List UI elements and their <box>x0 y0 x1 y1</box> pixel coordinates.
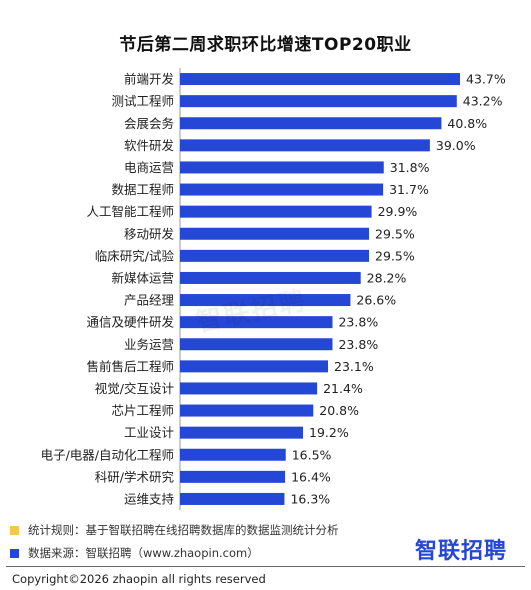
value-label: 16.4% <box>291 469 331 484</box>
bar <box>180 117 442 130</box>
bar <box>180 360 329 373</box>
bar <box>180 294 351 307</box>
note-source: 数据来源：智联招聘（www.zhaopin.com） <box>10 545 259 561</box>
zhaopin-logo: 智联招聘 <box>415 539 508 564</box>
value-label: 20.8% <box>319 403 359 418</box>
category-label: 视觉/交互设计 <box>95 381 174 396</box>
category-label: 移动研发 <box>124 226 175 241</box>
value-label: 31.8% <box>390 160 430 175</box>
note-source-text: 数据来源：智联招聘（www.zhaopin.com） <box>28 546 259 560</box>
category-label: 产品经理 <box>124 293 175 308</box>
category-label: 人工智能工程师 <box>86 204 174 219</box>
bar <box>180 426 304 439</box>
value-label: 40.8% <box>447 116 487 131</box>
category-label: 科研/学术研究 <box>95 469 175 484</box>
category-label: 新媒体运营 <box>111 270 174 285</box>
bar <box>180 205 372 218</box>
category-label: 售前售后工程师 <box>86 359 174 374</box>
value-label: 43.2% <box>463 94 503 109</box>
footer-divider <box>6 566 525 567</box>
value-label: 23.1% <box>334 359 374 374</box>
bar-chart: 前端开发 43.7% 测试工程师 43.2% 会展会务 40.8% 软件研发 39.0% 电商运… <box>41 68 506 510</box>
bar <box>180 316 333 329</box>
note-rule: 统计规则：基于智联招聘在线招聘数据库的数据监测统计分析 <box>10 522 339 538</box>
value-label: 29.9% <box>378 204 418 219</box>
value-label: 16.3% <box>290 491 330 506</box>
value-label: 26.6% <box>356 293 396 308</box>
category-label: 电子/电器/自动化工程师 <box>41 447 174 462</box>
category-label: 会展会务 <box>124 116 174 131</box>
category-label: 运维支持 <box>124 491 174 506</box>
chart-title: 节后第二周求职环比增速TOP20职业 <box>119 35 412 55</box>
value-label: 23.8% <box>338 315 378 330</box>
value-label: 29.5% <box>375 226 415 241</box>
value-label: 29.5% <box>375 248 415 263</box>
value-label: 16.5% <box>292 447 332 462</box>
value-label: 39.0% <box>436 138 476 153</box>
value-label: 21.4% <box>323 381 363 396</box>
bar <box>180 73 460 86</box>
bar <box>180 271 361 284</box>
bar <box>180 139 430 152</box>
bar <box>180 161 384 174</box>
category-label: 通信及硬件研发 <box>86 315 174 330</box>
bar <box>180 448 286 461</box>
bar <box>180 492 285 505</box>
rule-square-icon <box>10 525 19 535</box>
note-rule-text: 统计规则：基于智联招聘在线招聘数据库的数据监测统计分析 <box>28 523 339 537</box>
category-label: 测试工程师 <box>111 94 174 109</box>
value-label: 43.7% <box>466 72 506 87</box>
value-label: 31.7% <box>389 182 429 197</box>
bar <box>180 183 384 196</box>
bar <box>180 227 370 240</box>
bar <box>180 382 318 395</box>
source-square-icon <box>10 548 19 558</box>
bar <box>180 95 457 108</box>
value-label: 23.8% <box>338 337 378 352</box>
value-label: 19.2% <box>309 425 349 440</box>
category-label: 前端开发 <box>124 72 175 87</box>
category-label: 工业设计 <box>124 425 174 440</box>
category-label: 业务运营 <box>124 337 174 352</box>
category-label: 数据工程师 <box>111 182 174 197</box>
category-label: 临床研究/试验 <box>95 248 175 263</box>
category-label: 电商运营 <box>124 160 174 175</box>
bar <box>180 470 286 483</box>
bar <box>180 249 370 262</box>
category-label: 芯片工程师 <box>111 403 174 418</box>
bar <box>180 338 333 351</box>
value-label: 28.2% <box>367 270 407 285</box>
bar <box>180 404 314 417</box>
copyright: Copyright©2026 zhaopin all rights reserv… <box>12 572 266 586</box>
category-label: 软件研发 <box>124 138 175 153</box>
